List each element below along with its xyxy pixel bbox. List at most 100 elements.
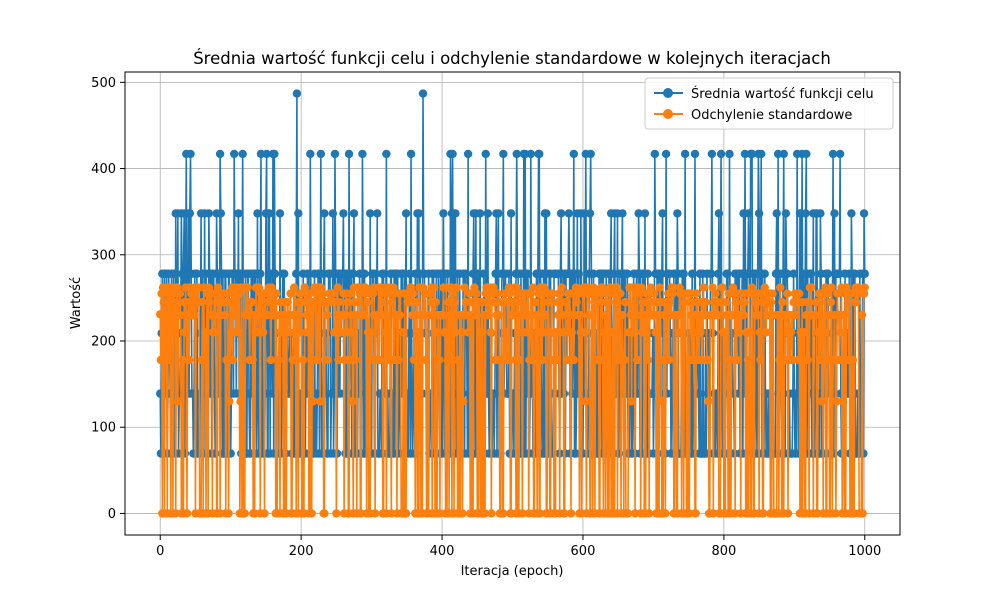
data-point [756,355,765,365]
data-point [847,289,856,298]
plot-area [156,89,869,518]
data-point [531,355,540,365]
data-point [783,269,792,278]
data-point [332,509,341,518]
data-point [815,355,824,365]
data-point [773,310,783,320]
data-point [575,310,585,320]
data-point [162,328,171,337]
data-point [827,283,836,292]
data-point [475,328,485,337]
data-point [833,289,842,298]
data-point [706,269,716,278]
data-point [518,509,527,518]
data-point [802,149,811,159]
data-point [296,328,305,337]
data-point [567,328,576,337]
data-point [339,209,348,218]
data-point [783,289,792,298]
data-point [661,509,670,518]
data-point [240,509,249,518]
data-point [690,149,700,159]
data-point [412,298,421,307]
data-point [433,328,443,337]
data-point [740,298,749,307]
data-point [230,298,239,307]
data-point [452,283,462,292]
data-point [444,298,453,307]
data-point [668,283,678,292]
data-point [461,269,471,278]
data-point [351,310,361,320]
data-point [747,149,757,159]
data-point [451,209,460,218]
data-point [225,397,234,406]
data-point [788,355,797,365]
data-point [632,310,641,320]
data-point [303,269,313,278]
data-point [205,298,214,307]
data-point [265,209,274,218]
data-point [198,298,207,307]
data-point [275,209,285,218]
data-point [674,328,683,337]
data-point [186,149,195,159]
data-point [308,397,318,406]
data-point [204,209,214,218]
legend-box [644,77,894,130]
data-point [803,355,812,365]
data-point [759,509,768,518]
data-point [509,298,519,307]
x-tick-label: 1000 [848,544,881,559]
data-point [637,283,646,292]
data-point [754,310,763,320]
data-point [552,355,562,365]
data-point [461,298,471,307]
data-point [857,310,867,320]
data-point [305,289,314,298]
data-point [328,209,338,218]
data-point [789,269,798,278]
data-point [650,149,660,159]
data-point [598,355,607,365]
data-point [623,509,633,518]
data-point [465,289,474,298]
data-point [458,397,468,406]
data-point [302,310,311,320]
data-point [760,269,769,278]
data-point [294,310,304,320]
data-point [523,269,533,278]
data-point [365,209,375,218]
data-point [781,209,791,218]
data-point [262,149,271,159]
data-point [480,509,490,518]
data-point [699,283,708,292]
legend-marker-std [663,109,673,119]
data-point [828,149,838,159]
data-point [585,310,594,320]
data-point [714,209,724,218]
data-point [373,209,382,218]
data-point [696,328,705,337]
data-point [564,209,574,218]
data-point [421,355,431,365]
data-point [406,149,416,159]
data-point [499,149,508,159]
data-point [649,289,659,298]
data-point [224,509,233,518]
data-point [323,355,333,365]
data-point [256,269,265,278]
data-point [611,298,621,307]
data-point [621,298,630,307]
data-point [731,298,741,307]
data-point [381,328,390,337]
y-tick-label: 0 [108,507,116,522]
data-point [248,355,257,365]
data-point [438,310,447,320]
data-point [779,149,788,159]
data-point [819,328,829,337]
data-point [216,209,226,218]
data-point [783,509,793,518]
data-point [471,310,481,320]
data-point [732,355,741,365]
